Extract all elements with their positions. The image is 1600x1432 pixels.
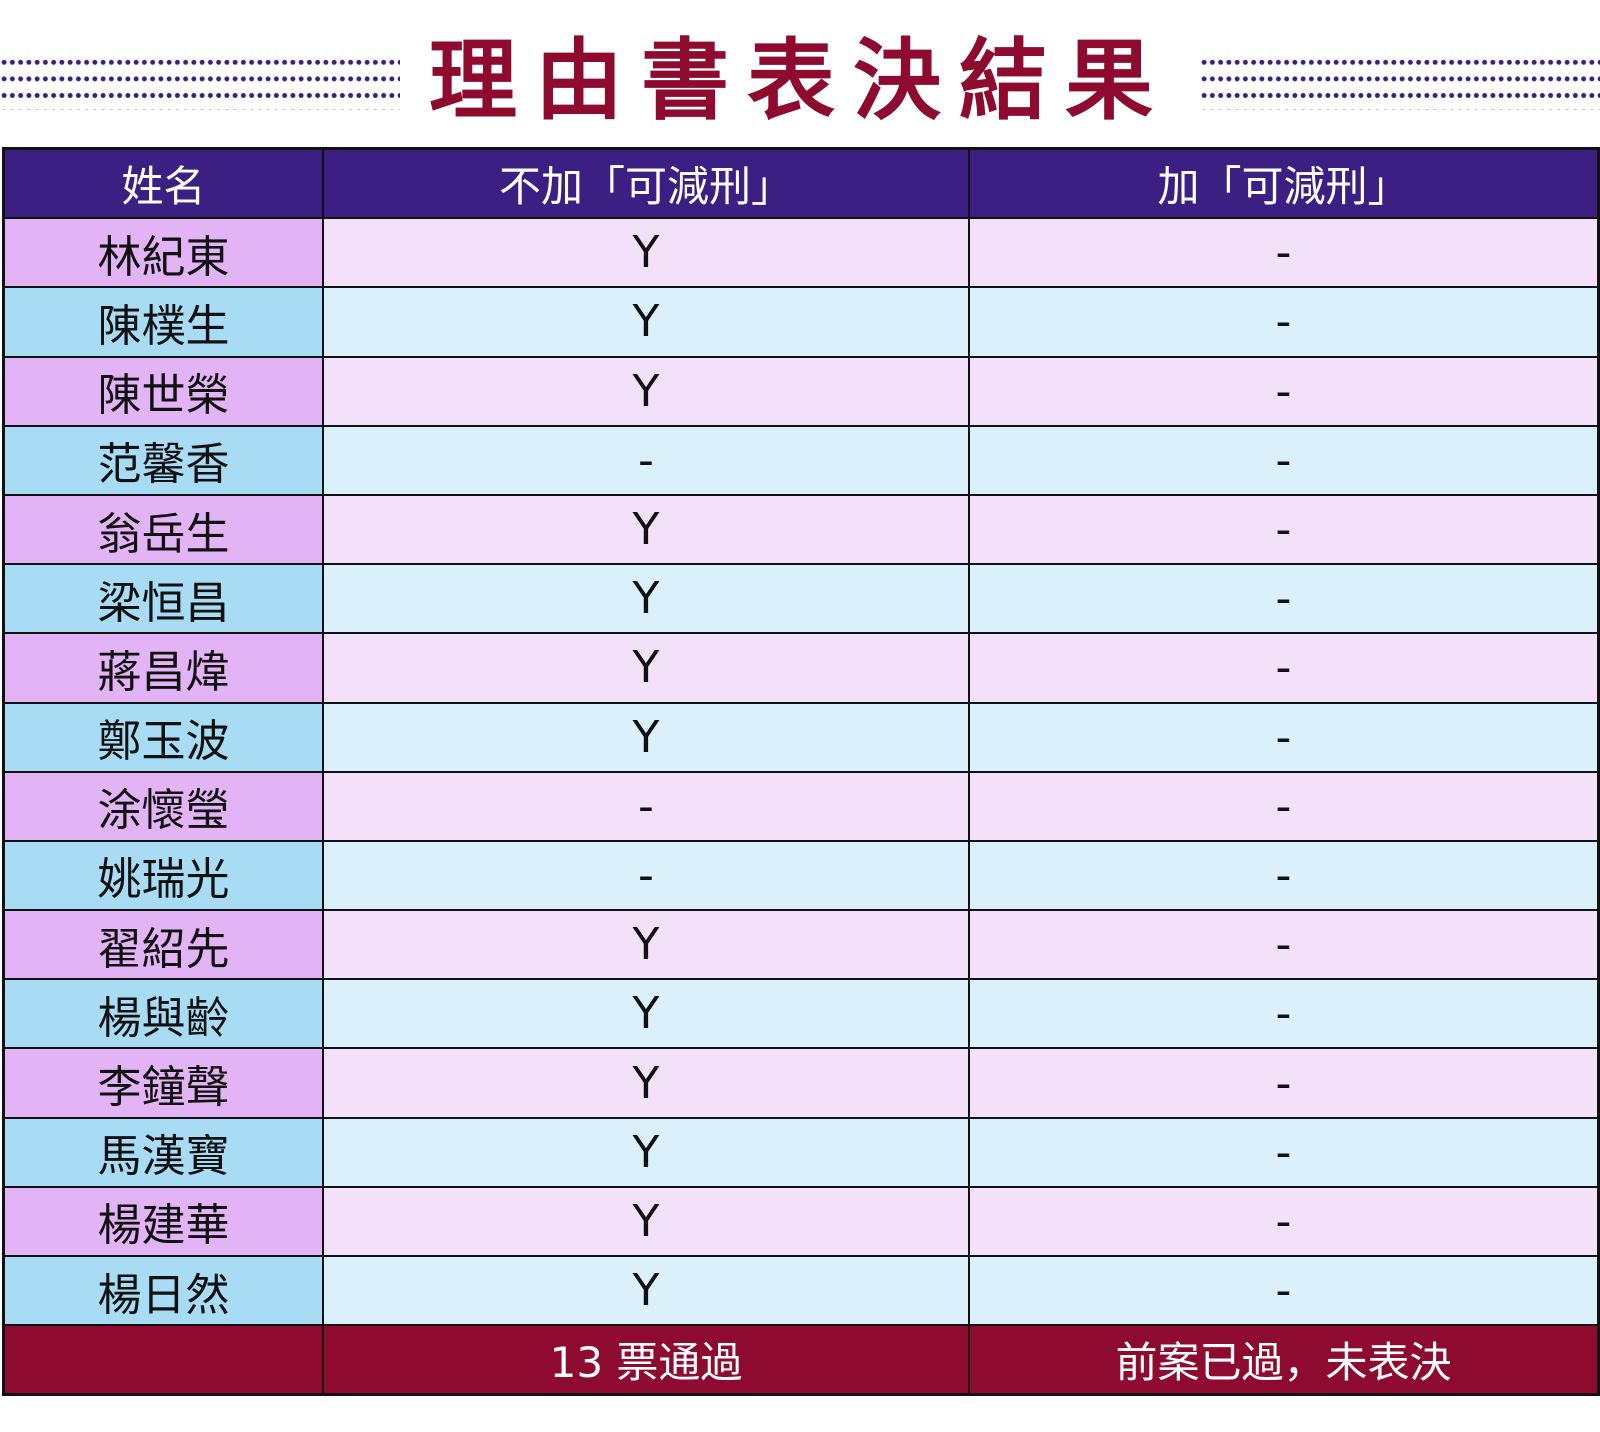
with-reduction-vote: - — [970, 495, 1597, 564]
without-reduction-vote: - — [324, 841, 968, 910]
without-reduction-vote: Y — [324, 1049, 968, 1117]
vote-results-table: 姓名 不加「可減刑」 加「可減刑」 林紀東 Y - 陳樸生 Y - 陳世榮 Y - 范馨香 - - 翁岳… — [2, 147, 1600, 1397]
justice-name: 翁岳生 — [5, 495, 322, 564]
footer-empty — [5, 1326, 322, 1394]
with-reduction-vote: - — [970, 1257, 1597, 1325]
without-reduction-vote: Y — [324, 1187, 968, 1255]
with-reduction-vote: - — [970, 911, 1597, 979]
without-reduction-vote: - — [324, 426, 968, 494]
without-reduction-vote: Y — [324, 1257, 968, 1325]
with-reduction-vote: - — [970, 703, 1597, 771]
with-reduction-vote: - — [970, 219, 1597, 287]
justice-name: 林紀東 — [5, 219, 322, 287]
without-reduction-vote: Y — [324, 357, 968, 425]
with-reduction-vote: - — [970, 565, 1597, 633]
with-reduction-vote: - — [970, 634, 1597, 702]
without-reduction-vote: - — [324, 772, 968, 840]
without-reduction-vote: Y — [324, 495, 968, 564]
dot-pattern-left — [0, 54, 400, 110]
justice-name: 范馨香 — [5, 426, 322, 494]
with-reduction-vote: - — [970, 980, 1597, 1048]
justice-name: 姚瑞光 — [5, 841, 322, 910]
with-reduction-vote: - — [970, 1118, 1597, 1186]
with-reduction-vote: - — [970, 426, 1597, 494]
justice-name: 楊日然 — [5, 1257, 322, 1325]
justice-name: 鄭玉波 — [5, 703, 322, 771]
justice-name: 李鐘聲 — [5, 1049, 322, 1117]
footer-result-with: 前案已過，未表決 — [970, 1326, 1597, 1394]
without-reduction-vote: Y — [324, 565, 968, 633]
justice-name: 楊與齡 — [5, 980, 322, 1048]
without-reduction-vote: Y — [324, 219, 968, 287]
without-reduction-vote: Y — [324, 1118, 968, 1186]
with-reduction-vote: - — [970, 772, 1597, 840]
with-reduction-vote: - — [970, 841, 1597, 910]
without-reduction-vote: Y — [324, 703, 968, 771]
with-reduction-vote: - — [970, 1049, 1597, 1117]
without-reduction-vote: Y — [324, 288, 968, 356]
with-reduction-vote: - — [970, 288, 1597, 356]
justice-name: 馬漢寶 — [5, 1118, 322, 1186]
dot-pattern-right — [1200, 54, 1600, 110]
footer-result-without: 13 票通過 — [324, 1326, 968, 1394]
justice-name: 陳世榮 — [5, 357, 322, 425]
with-reduction-vote: - — [970, 357, 1597, 425]
header-without-reduction: 不加「可減刑」 — [324, 150, 968, 218]
justice-name: 楊建華 — [5, 1187, 322, 1255]
with-reduction-vote: - — [970, 1187, 1597, 1255]
without-reduction-vote: Y — [324, 634, 968, 702]
header-with-reduction: 加「可減刑」 — [970, 150, 1597, 218]
without-reduction-vote: Y — [324, 980, 968, 1048]
justice-name: 蔣昌煒 — [5, 634, 322, 702]
justice-name: 涂懷瑩 — [5, 772, 322, 840]
header-name: 姓名 — [5, 150, 322, 218]
page-title: 理由書表決結果 — [428, 29, 1171, 132]
justice-name: 陳樸生 — [5, 288, 322, 356]
without-reduction-vote: Y — [324, 911, 968, 979]
justice-name: 翟紹先 — [5, 911, 322, 979]
justice-name: 梁恒昌 — [5, 565, 322, 633]
